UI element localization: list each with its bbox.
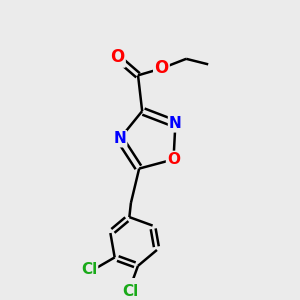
Text: N: N — [113, 131, 126, 146]
Text: O: O — [110, 49, 124, 67]
Text: Cl: Cl — [122, 284, 138, 299]
Text: N: N — [169, 116, 182, 131]
Text: Cl: Cl — [81, 262, 97, 277]
Text: O: O — [154, 59, 169, 77]
Text: O: O — [167, 152, 180, 167]
